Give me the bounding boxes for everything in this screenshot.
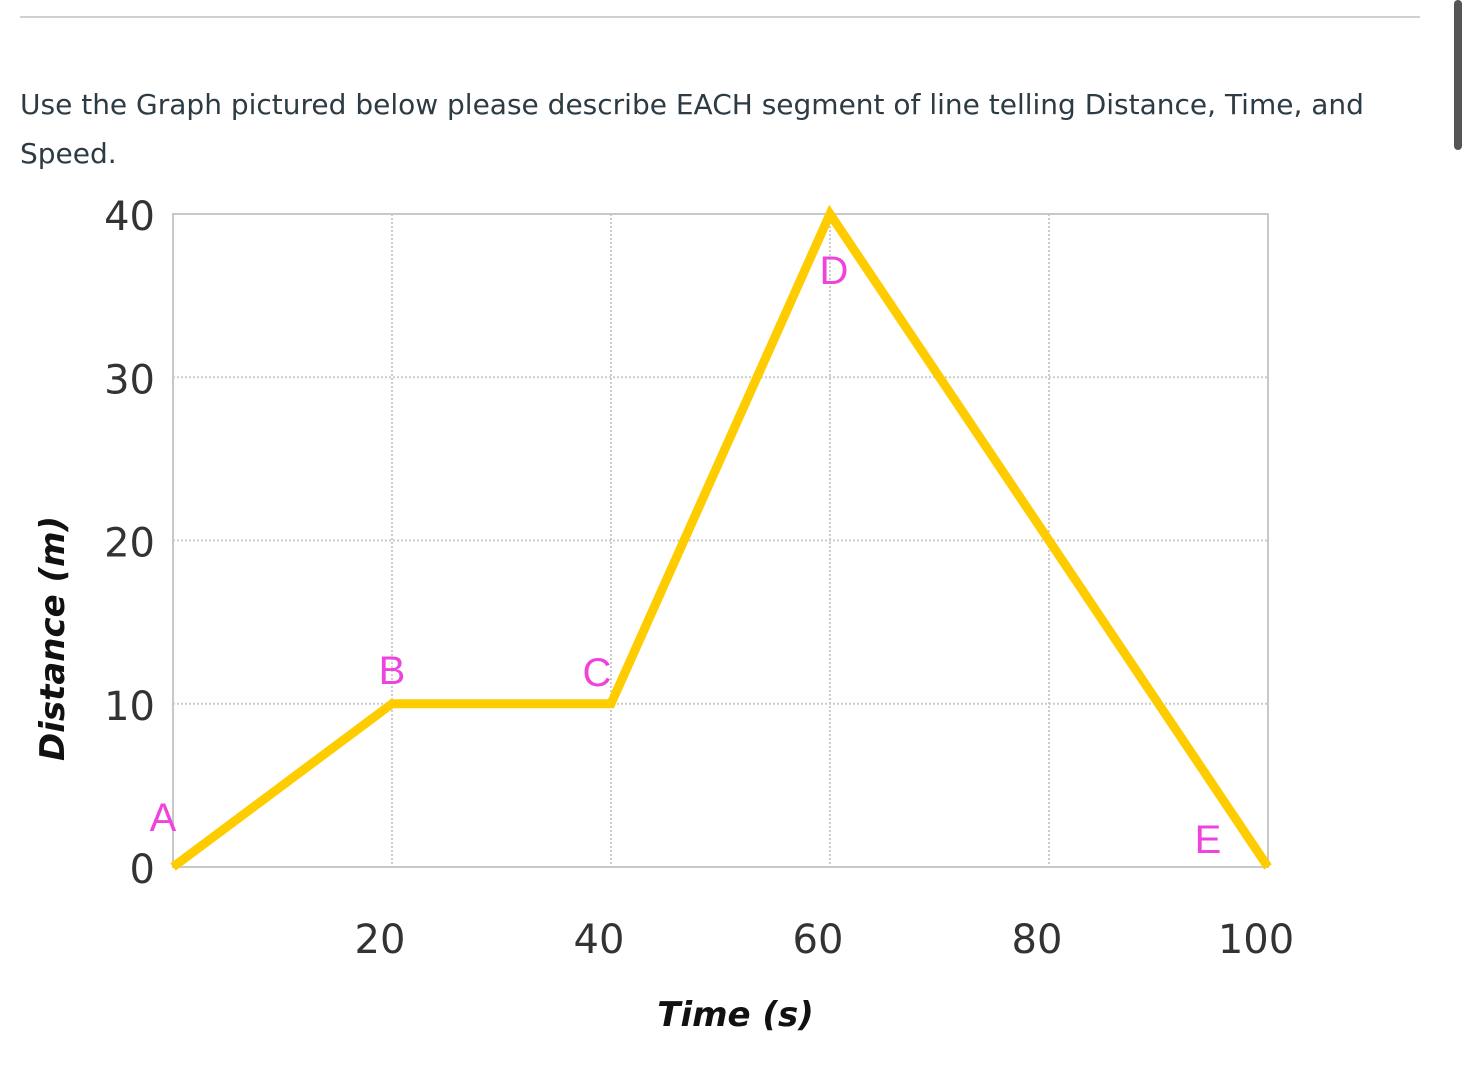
scrollbar-thumb[interactable]: [1454, 0, 1462, 150]
y-tick-label: 10: [104, 684, 155, 730]
y-tick-label: 20: [104, 521, 155, 567]
x-tick-label: 20: [355, 917, 406, 963]
top-divider: [20, 16, 1420, 18]
plot-frame: [172, 213, 1269, 868]
chart-grid: [173, 213, 1269, 868]
point-label-c: C: [583, 651, 612, 695]
point-label-a: A: [150, 796, 177, 840]
axis-ticks: 20 40 60 80 100 0 10 20 30 40: [104, 194, 1294, 963]
point-label-d: D: [820, 249, 849, 293]
y-tick-label: 0: [130, 847, 155, 893]
x-tick-label: 60: [793, 917, 844, 963]
y-tick-label: 30: [104, 357, 155, 403]
point-label-b: B: [379, 649, 406, 693]
point-labels: A B C D E: [150, 249, 1222, 862]
x-tick-label: 100: [1218, 917, 1294, 963]
point-label-e: E: [1195, 818, 1222, 862]
question-text: Use the Graph pictured below please desc…: [20, 88, 1364, 170]
chart-series: [170, 204, 1272, 871]
y-tick-label: 40: [104, 194, 155, 240]
x-axis-title: Time (s): [657, 995, 814, 1035]
y-axis-title: Distance (m): [33, 516, 73, 761]
x-tick-label: 40: [574, 917, 625, 963]
distance-line: [170, 204, 1272, 871]
x-tick-label: 80: [1012, 917, 1063, 963]
